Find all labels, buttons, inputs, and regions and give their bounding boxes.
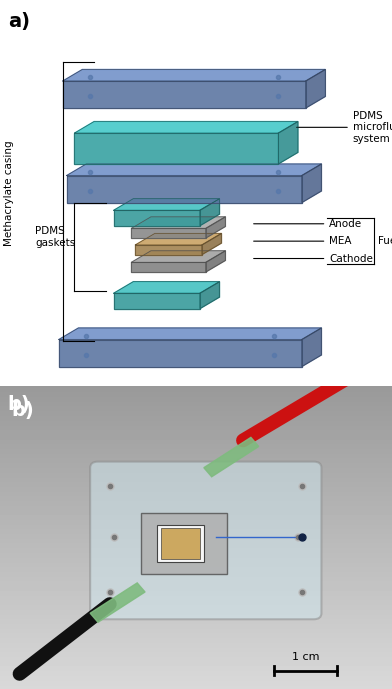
- Polygon shape: [114, 282, 220, 294]
- Text: b): b): [8, 395, 31, 414]
- Text: b): b): [12, 401, 34, 420]
- Text: Fuel Cell: Fuel Cell: [378, 236, 392, 246]
- Bar: [141, 513, 227, 574]
- Polygon shape: [131, 229, 206, 238]
- Text: MEA: MEA: [254, 236, 352, 246]
- FancyBboxPatch shape: [90, 462, 321, 619]
- Polygon shape: [206, 217, 225, 238]
- Text: 1 cm: 1 cm: [292, 652, 319, 661]
- Polygon shape: [67, 176, 302, 203]
- Text: Cathode: Cathode: [254, 254, 373, 263]
- Text: Methacrylate casing: Methacrylate casing: [4, 140, 14, 246]
- Polygon shape: [63, 81, 306, 108]
- Polygon shape: [74, 133, 278, 164]
- Bar: [157, 525, 204, 562]
- Polygon shape: [200, 198, 220, 226]
- Bar: [161, 528, 200, 559]
- Text: PDMS
gaskets: PDMS gaskets: [35, 227, 76, 248]
- Polygon shape: [59, 340, 302, 367]
- Polygon shape: [202, 234, 221, 255]
- Polygon shape: [67, 164, 321, 176]
- Text: PDMS
microfluidic
system: PDMS microfluidic system: [297, 111, 392, 144]
- Text: Anode: Anode: [254, 219, 363, 229]
- Polygon shape: [204, 438, 259, 477]
- Text: a): a): [8, 12, 30, 30]
- Polygon shape: [302, 164, 321, 203]
- Polygon shape: [59, 328, 321, 340]
- Polygon shape: [131, 263, 206, 272]
- Polygon shape: [131, 251, 225, 263]
- Polygon shape: [200, 282, 220, 309]
- Polygon shape: [302, 328, 321, 367]
- Polygon shape: [131, 217, 225, 229]
- Polygon shape: [63, 70, 325, 81]
- Polygon shape: [278, 121, 298, 164]
- Polygon shape: [206, 251, 225, 272]
- Polygon shape: [135, 245, 202, 255]
- Polygon shape: [306, 70, 325, 108]
- Polygon shape: [74, 121, 298, 133]
- Polygon shape: [90, 583, 145, 622]
- Polygon shape: [114, 198, 220, 210]
- Polygon shape: [114, 210, 200, 226]
- Polygon shape: [114, 294, 200, 309]
- Polygon shape: [135, 234, 221, 245]
